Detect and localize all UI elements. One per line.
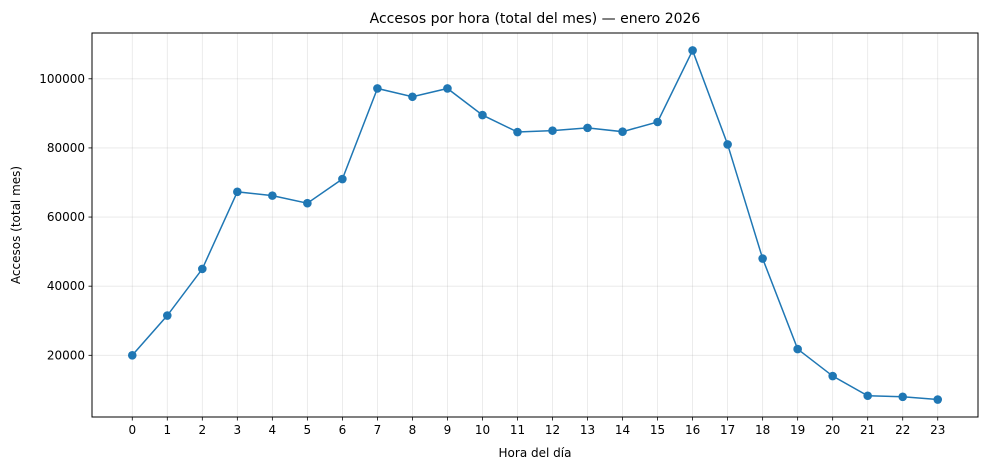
x-tick-label: 22 <box>895 423 910 437</box>
data-point <box>162 311 172 320</box>
data-point <box>268 191 277 200</box>
x-axis-ticks: 0 1 2 3 4 5 6 7 8 9 10 11 12 13 14 15 16 17 18 19 20 21 22 23 <box>128 417 945 437</box>
x-tick-label: 21 <box>860 423 875 437</box>
x-tick-label: 8 <box>409 423 417 437</box>
x-tick-label: 3 <box>234 423 242 437</box>
data-point <box>303 198 312 208</box>
x-tick-label: 2 <box>198 423 206 437</box>
data-point <box>478 110 487 120</box>
data-point <box>618 127 627 136</box>
grid-lines <box>92 33 978 417</box>
data-point <box>443 84 452 93</box>
data-point <box>933 395 943 404</box>
y-tick-label: 80000 <box>47 141 85 155</box>
data-point <box>863 391 872 401</box>
y-tick-label: 60000 <box>47 210 85 224</box>
data-point <box>898 392 908 402</box>
data-point <box>688 46 697 55</box>
data-point <box>408 92 417 102</box>
x-tick-label: 13 <box>580 423 595 437</box>
data-point <box>723 140 732 149</box>
data-point <box>127 351 137 360</box>
x-tick-label: 20 <box>825 423 840 437</box>
x-tick-label: 12 <box>545 423 560 437</box>
x-tick-label: 5 <box>304 423 312 437</box>
data-point <box>198 264 207 274</box>
x-tick-label: 10 <box>475 423 490 437</box>
y-tick-label: 40000 <box>47 279 85 293</box>
x-tick-label: 19 <box>790 423 805 437</box>
data-point <box>653 117 662 127</box>
series-line <box>131 48 938 401</box>
y-tick-label: 100000 <box>39 72 85 86</box>
data-point <box>338 174 347 184</box>
x-axis-label: Hora del día <box>499 446 572 460</box>
data-point <box>828 371 837 381</box>
x-tick-label: 6 <box>339 423 347 437</box>
x-tick-label: 18 <box>755 423 770 437</box>
data-point <box>513 127 522 137</box>
x-tick-label: 17 <box>720 423 735 437</box>
y-axis-label: Accesos (total mes) <box>9 166 23 284</box>
y-tick-label: 20000 <box>47 348 85 362</box>
data-point <box>548 126 557 135</box>
x-tick-label: 0 <box>128 423 136 437</box>
data-point <box>793 344 802 354</box>
x-tick-label: 16 <box>685 423 700 437</box>
series-group <box>127 46 943 404</box>
data-point <box>583 123 592 133</box>
chart-title: Accesos por hora (total del mes) — enero… <box>370 11 701 27</box>
x-tick-label: 15 <box>650 423 665 437</box>
x-tick-label: 23 <box>930 423 945 437</box>
data-point <box>758 254 767 263</box>
y-axis-ticks: 20000 40000 60000 80000 100000 <box>39 72 92 362</box>
plot-frame <box>91 32 979 418</box>
x-tick-label: 4 <box>269 423 277 437</box>
x-tick-label: 9 <box>444 423 452 437</box>
data-point <box>373 84 382 93</box>
x-tick-label: 14 <box>615 423 630 437</box>
x-tick-label: 7 <box>374 423 382 437</box>
x-tick-label: 11 <box>510 423 525 437</box>
data-point <box>233 187 242 197</box>
x-tick-label: 1 <box>163 423 171 437</box>
